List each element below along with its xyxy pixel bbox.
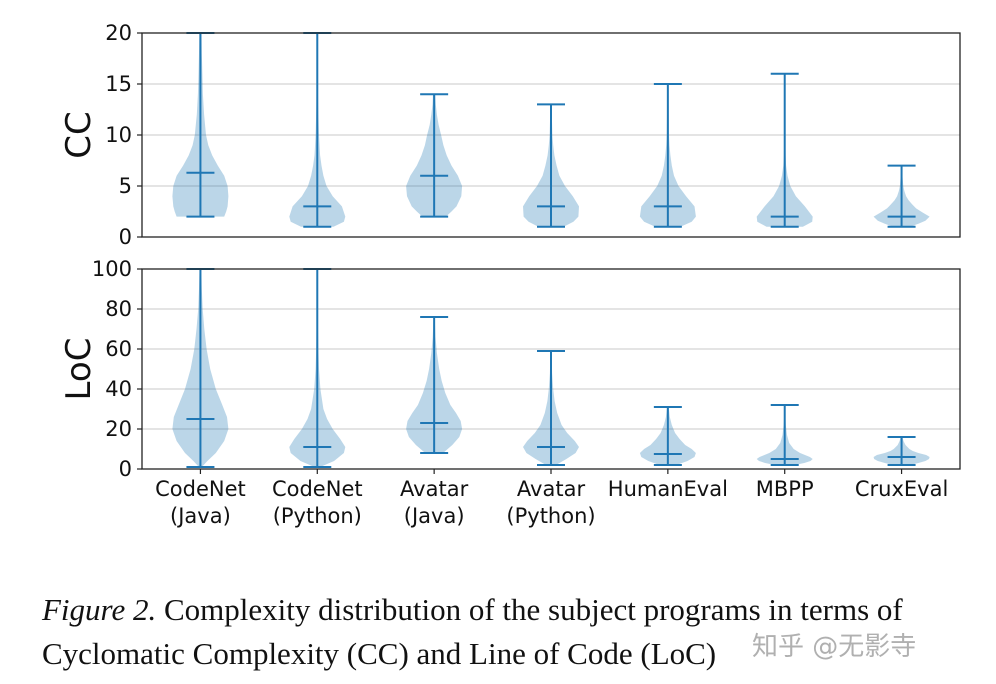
y-axis-label: LoC (59, 338, 99, 401)
x-tick-label: CruxEval (855, 477, 948, 501)
caption-label: Figure 2. (42, 592, 157, 627)
y-tick-label: 0 (119, 457, 132, 481)
y-tick-label: 80 (105, 297, 132, 321)
x-tick-label: CodeNet (155, 477, 246, 501)
x-tick-label: (Java) (404, 504, 465, 528)
x-tick-label: (Python) (506, 504, 595, 528)
plot-frame (141, 32, 961, 238)
y-tick-label: 100 (92, 257, 132, 281)
y-tick-label: 20 (105, 417, 132, 441)
y-tick-label: 15 (105, 72, 132, 96)
x-tick-label: Avatar (400, 477, 469, 501)
y-tick-label: 0 (119, 225, 132, 249)
watermark: 知乎 @无影寺 (752, 632, 917, 662)
violin-chart: 0 5 10 15 20 CC 0 20 40 60 80 100 LoC CodeNet (Java) Co… (59, 21, 961, 528)
x-tick-label: Avatar (517, 477, 586, 501)
x-tick-label: MBPP (756, 477, 814, 501)
y-axis-label: CC (59, 111, 99, 158)
y-tick-label: 60 (105, 337, 132, 361)
y-tick-label: 10 (105, 123, 132, 147)
caption-text: Complexity distribution of the subject p… (42, 592, 903, 671)
figure-caption: Figure 2. Complexity distribution of the… (42, 588, 987, 676)
x-tick-label: HumanEval (608, 477, 728, 501)
x-tick-label: (Java) (170, 504, 231, 528)
x-tick-label: (Python) (273, 504, 362, 528)
y-tick-label: 20 (105, 21, 132, 45)
y-tick-label: 40 (105, 377, 132, 401)
y-tick-label: 5 (119, 174, 132, 198)
x-tick-label: CodeNet (272, 477, 363, 501)
